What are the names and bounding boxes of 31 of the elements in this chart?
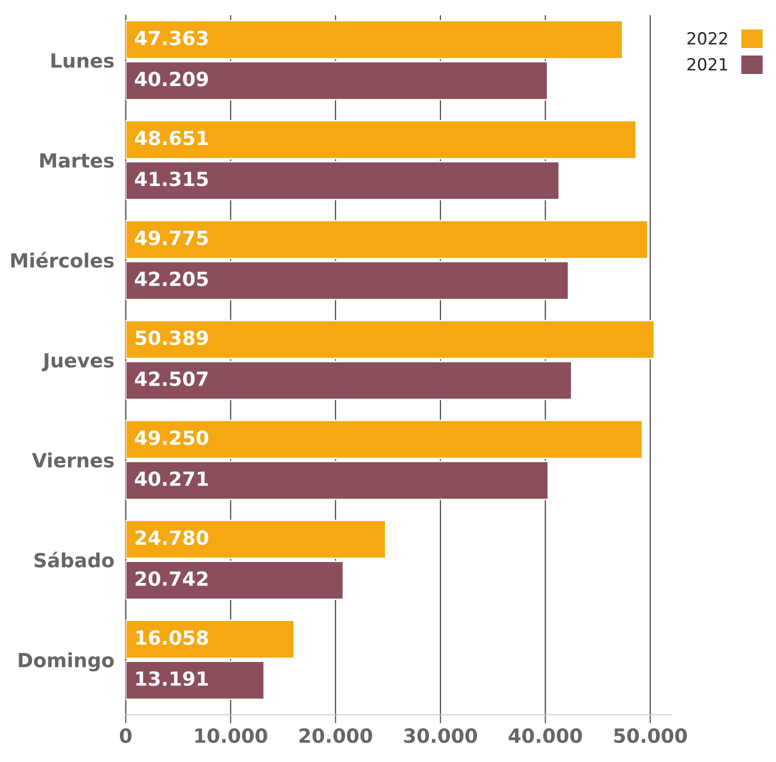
bar xyxy=(126,320,656,360)
x-tick-label: 50.000 xyxy=(614,728,687,743)
x-tick-label: 0 xyxy=(120,728,132,743)
x-tick-label: 40.000 xyxy=(508,728,582,743)
legend-label: 2021 xyxy=(687,58,728,71)
data-label: 13.191 xyxy=(136,671,208,686)
y-tick-label: Lunes xyxy=(52,53,114,68)
y-tick-label: Sábado xyxy=(34,552,114,568)
data-label: 42.507 xyxy=(134,371,208,386)
data-label: 48.651 xyxy=(134,130,208,146)
x-tick-label: 30.000 xyxy=(404,728,478,743)
data-label: 47.363 xyxy=(134,30,208,46)
y-tick-label: Jueves xyxy=(42,353,114,372)
data-label: 49.775 xyxy=(134,230,208,246)
data-label: 20.742 xyxy=(136,571,208,586)
data-label: 24.780 xyxy=(136,530,208,546)
y-tick-label: Miércoles xyxy=(11,252,114,268)
data-label: 42.205 xyxy=(134,271,208,286)
data-label: 50.389 xyxy=(136,330,208,346)
data-label: 41.315 xyxy=(134,172,208,186)
data-label: 40.209 xyxy=(134,72,208,86)
x-tick-label: 20.000 xyxy=(300,728,372,743)
data-label: 49.250 xyxy=(134,430,208,446)
y-tick-label: Viernes xyxy=(32,452,114,468)
legend-label: 2022 xyxy=(687,32,727,45)
y-tick-label: Martes xyxy=(40,153,114,168)
data-label: 40.271 xyxy=(134,471,208,486)
bar xyxy=(126,360,572,400)
x-tick-label: 10.000 xyxy=(195,728,268,743)
y-tick-label: Domingo xyxy=(18,652,114,672)
data-label: 16.058 xyxy=(136,630,208,645)
